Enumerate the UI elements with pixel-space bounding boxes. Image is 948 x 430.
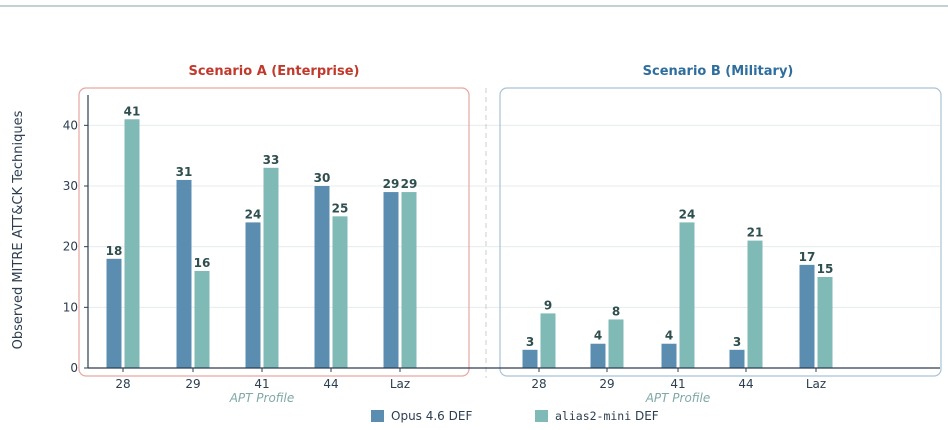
panel-frames [78,87,942,377]
data-label: 4 [665,329,673,343]
data-label: 33 [263,153,280,167]
labels: 0 10 20 30 40 Scenario A (Enterprise) 28 18 41 29… [63,64,834,391]
bar [608,319,624,368]
bar [332,216,348,368]
legend-swatch-alias [535,410,548,422]
bar [194,270,210,368]
panel-title: Scenario B (Military) [643,64,794,79]
data-label: 25 [332,201,349,215]
x-tick-label: 28 [115,377,130,391]
data-label: 24 [245,207,262,221]
x-axis-label-b: APT Profile [645,391,711,405]
x-tick-label: 29 [599,377,614,391]
x-tick-label: 41 [254,377,269,391]
bar [540,313,556,368]
legend-label-alias: alias2-mini DEF [555,409,659,423]
data-label: 18 [106,244,123,258]
data-label: 17 [799,250,816,264]
data-label: 15 [817,262,834,276]
bar [401,192,417,368]
y-tick-label: 30 [63,179,78,193]
y-tick-label: 40 [63,118,78,132]
axes [87,95,940,369]
bar [106,258,122,368]
data-label: 41 [124,104,141,118]
data-label: 3 [526,335,534,349]
grid-layer [88,124,940,308]
legend-label-opus: Opus 4.6 DEF [391,409,472,423]
y-tick-label: 0 [70,361,78,375]
x-tick-label: 44 [738,377,753,391]
x-tick-label: 41 [670,377,685,391]
data-label: 31 [176,165,193,179]
bar [263,167,279,368]
x-tick-label: Laz [806,377,826,391]
bar [817,277,833,368]
panel-frame [499,87,942,377]
bar [176,179,192,368]
bar [661,343,677,368]
data-label: 8 [612,304,620,318]
bar [590,343,606,368]
data-label: 4 [594,329,602,343]
panel-frame [78,87,470,377]
legend: Opus 4.6 DEF alias2-mini DEF [371,409,659,423]
bar [522,349,538,368]
bar [729,349,745,368]
x-tick-label: Laz [390,377,410,391]
legend-swatch-opus [371,410,384,422]
data-label: 24 [679,207,696,221]
bar [383,192,399,368]
data-label: 29 [383,177,400,191]
bar [747,240,763,368]
data-label: 3 [733,335,741,349]
x-tick-label: 28 [531,377,546,391]
data-label: 21 [747,226,764,240]
data-label: 29 [401,177,418,191]
y-tick-label: 10 [63,300,78,314]
x-tick-label: 44 [323,377,338,391]
bar [314,186,330,368]
x-axis-label-a: APT Profile [229,391,295,405]
bar [799,264,815,368]
bar [245,222,261,368]
y-axis-label: Observed MITRE ATT&CK Techniques [11,110,26,349]
bar [679,222,695,368]
data-label: 9 [544,298,552,312]
bars [106,119,833,369]
bar [124,119,140,369]
x-tick-label: 29 [185,377,200,391]
data-label: 30 [314,171,331,185]
panel-title: Scenario A (Enterprise) [188,64,359,79]
y-tick-label: 20 [63,240,78,254]
data-label: 16 [194,256,211,270]
